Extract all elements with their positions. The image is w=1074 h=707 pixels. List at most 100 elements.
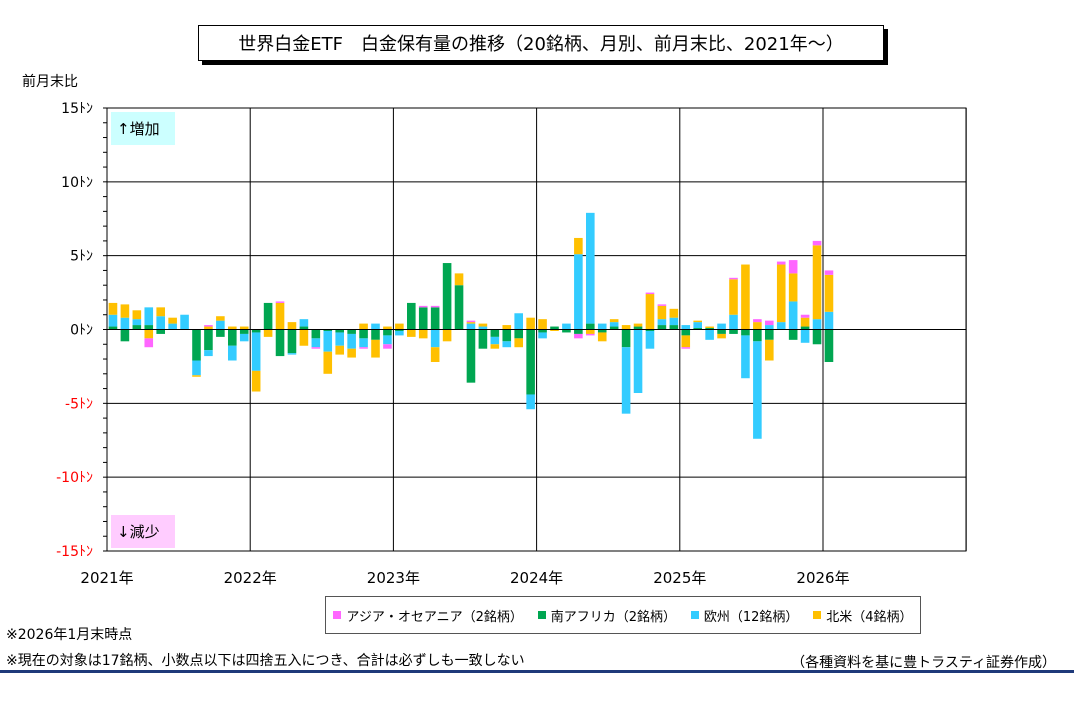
bar-sa	[490, 329, 500, 337]
bar-sa	[645, 329, 655, 331]
bar-na	[621, 325, 631, 330]
bar-eu	[681, 325, 691, 330]
bar-eu	[574, 254, 583, 330]
bar-sa	[812, 329, 822, 345]
bar-asia	[144, 338, 154, 348]
bar-sa	[824, 329, 834, 362]
y-tick-label: 5ﾄﾝ	[70, 249, 93, 265]
bar-eu	[657, 319, 667, 326]
y-tick-label: -5ﾄﾝ	[65, 396, 93, 412]
legend-item-asia: アジア・オセアニア（2銘柄）	[333, 606, 523, 625]
bar-eu	[502, 341, 512, 348]
bar-asia	[812, 240, 822, 246]
bar-na	[335, 345, 344, 355]
bar-sa	[681, 329, 691, 336]
bar-asia	[645, 292, 655, 295]
bar-eu	[562, 323, 571, 330]
bar-eu	[824, 311, 834, 330]
bar-na	[454, 273, 464, 286]
decrease-annotation-bg	[111, 515, 175, 548]
bar-sa	[788, 329, 798, 340]
bar-na	[466, 322, 476, 324]
bar-eu	[490, 336, 500, 345]
bar-sa	[597, 329, 607, 333]
bar-na	[693, 320, 702, 323]
bar-eu	[466, 323, 476, 330]
bar-eu	[180, 314, 189, 330]
source-credit: （各種資料を基に豊トラスティ証券作成）	[791, 655, 1056, 671]
bar-na	[741, 264, 750, 330]
bar-sa	[228, 329, 237, 346]
bar-eu	[168, 323, 177, 330]
bar-sa	[538, 329, 547, 333]
bar-na	[609, 319, 619, 323]
bar-na	[705, 326, 714, 329]
bar-eu	[335, 332, 344, 346]
bar-na	[574, 237, 583, 255]
bar-sa	[239, 329, 249, 334]
bar-asia	[765, 320, 774, 326]
note-as-of: ※2026年1月末時点	[6, 627, 133, 643]
bar-sa	[442, 263, 452, 330]
bar-eu	[526, 394, 535, 410]
bar-eu	[239, 333, 249, 342]
bar-na	[239, 326, 249, 330]
bar-asia	[729, 277, 738, 280]
bar-na	[776, 264, 786, 323]
bar-sa	[753, 329, 762, 342]
legend: アジア・オセアニア（2銘柄） 南アフリカ（2銘柄） 欧州（12銘柄） 北米（4銘…	[325, 596, 921, 634]
bar-eu	[538, 332, 547, 339]
bar-eu	[788, 301, 798, 330]
bar-sa	[108, 326, 118, 330]
bar-eu	[597, 323, 607, 330]
bar-na	[371, 339, 380, 358]
bar-sa	[311, 329, 321, 339]
legend-label-europe: 欧州（12銘柄）	[703, 609, 799, 625]
bar-sa	[657, 325, 667, 330]
bar-sa	[729, 329, 738, 334]
increase-annotation: ↑増加	[117, 120, 160, 138]
bar-asia	[824, 270, 834, 275]
bar-asia	[586, 333, 595, 336]
bar-na	[108, 302, 118, 315]
bar-sa	[156, 329, 165, 334]
bar-sa	[407, 302, 416, 330]
bar-sa	[120, 329, 130, 342]
bar-eu	[251, 332, 261, 371]
bar-sa	[621, 329, 631, 348]
bar-sa	[335, 329, 344, 333]
bar-eu	[371, 323, 380, 330]
x-tick-label: 2026年	[796, 569, 849, 587]
bar-eu	[204, 350, 213, 357]
x-tick-label: 2023年	[367, 569, 420, 587]
bar-na	[430, 347, 440, 362]
bar-eu	[741, 335, 750, 379]
bar-sa	[705, 328, 714, 330]
bar-asia	[466, 320, 476, 323]
bar-eu	[633, 329, 643, 393]
bar-na	[287, 322, 297, 330]
bar-eu	[586, 212, 595, 324]
bar-sa	[478, 329, 488, 349]
legend-label-south-africa: 南アフリカ（2銘柄）	[550, 609, 677, 625]
bar-na	[717, 333, 726, 339]
y-tick-label: 15ﾄﾝ	[61, 101, 93, 117]
bar-na	[729, 279, 738, 315]
legend-swatch-north-america	[813, 611, 822, 619]
bar-sa	[717, 329, 726, 334]
bar-sa	[526, 329, 535, 395]
bar-eu	[359, 338, 368, 348]
bar-na	[132, 310, 142, 320]
bar-asia	[275, 301, 285, 303]
bar-asia	[657, 304, 667, 306]
bar-sa	[144, 325, 154, 330]
bar-na	[812, 245, 822, 320]
bar-sa	[371, 329, 380, 340]
bar-eu	[645, 330, 655, 349]
bar-eu	[311, 338, 321, 348]
bar-sa	[562, 329, 571, 333]
bar-sa	[299, 326, 309, 330]
bar-na	[442, 329, 452, 342]
y-tick-label: -15ﾄﾝ	[56, 544, 93, 560]
bar-eu	[108, 314, 118, 327]
